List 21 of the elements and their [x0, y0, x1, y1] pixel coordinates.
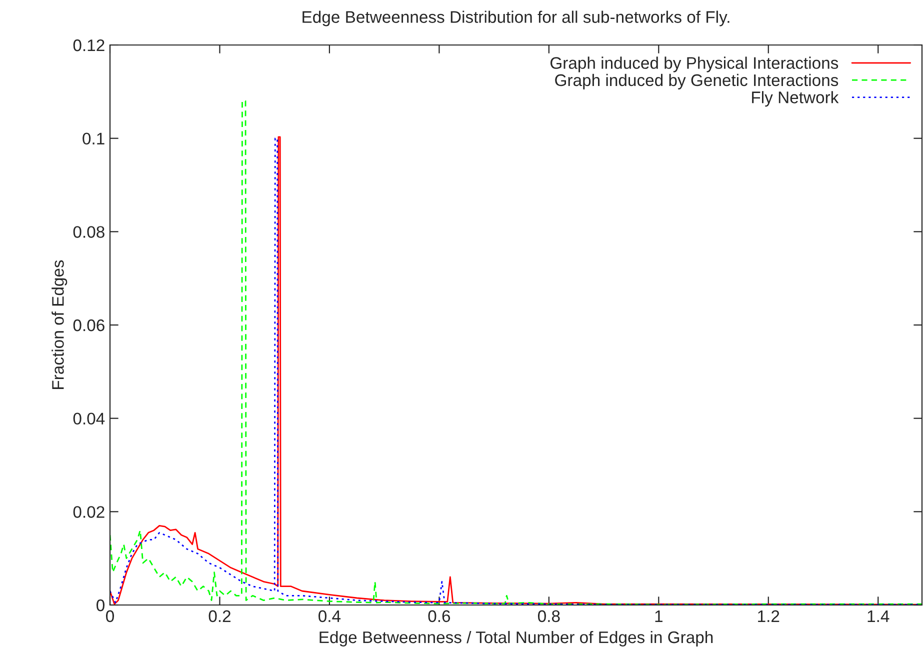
y-tick-label: 0: [96, 599, 104, 612]
x-tick-label: 1: [655, 610, 662, 622]
y-tick-label: 0.02: [73, 506, 104, 518]
x-tick-label: 0.2: [208, 610, 230, 622]
x-tick-label: 1.4: [868, 610, 890, 622]
x-tick-label: 0: [106, 610, 114, 622]
y-tick-label: 0.04: [73, 412, 105, 425]
legend-label: Graph induced by Physical Interactions: [550, 56, 838, 72]
legend-label: Fly Network: [752, 91, 839, 107]
y-axis-title: Fraction of Edges: [52, 260, 68, 389]
x-tick-label: 1.2: [758, 610, 780, 622]
x-tick-label: 0.4: [318, 610, 341, 622]
y-tick-label: 0.06: [73, 319, 104, 332]
x-axis-title: Edge Betweenness / Total Number of Edges in Graph: [320, 630, 713, 646]
y-tick-label: 0.12: [73, 39, 104, 52]
x-tick-label: 0.8: [538, 610, 560, 622]
legend-label: Graph induced by Genetic Interactions: [555, 74, 838, 90]
y-tick-label: 0.08: [73, 226, 104, 238]
y-tick-label: 0.1: [82, 132, 104, 145]
chart-title: Edge Betweenness Distribution for all sub-networks of Fly.: [302, 10, 730, 26]
x-tick-label: 0.6: [428, 610, 450, 622]
